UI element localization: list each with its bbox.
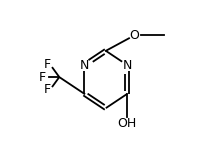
Text: N: N (80, 59, 89, 72)
Text: F: F (44, 83, 51, 96)
Text: F: F (38, 71, 46, 84)
Text: OH: OH (118, 117, 137, 130)
Text: O: O (130, 29, 139, 42)
Text: N: N (123, 59, 132, 72)
Text: F: F (44, 58, 51, 71)
